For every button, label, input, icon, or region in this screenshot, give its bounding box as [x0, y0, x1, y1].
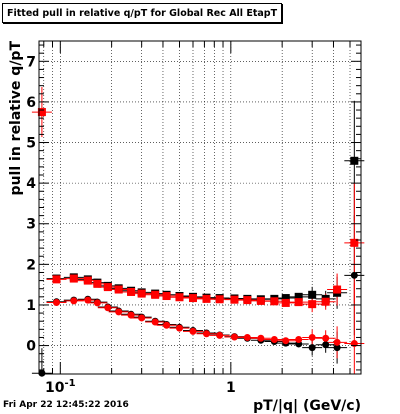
data-point-square [83, 276, 92, 285]
data-point-circle [115, 308, 123, 316]
data-point-circle [175, 324, 183, 332]
data-point-circle [104, 304, 112, 312]
y-axis-label: pull in relative q/pT [8, 41, 24, 196]
data-point-circle [257, 334, 265, 342]
data-point-square [294, 292, 303, 301]
y-tick-label: 1 [26, 298, 36, 314]
data-point-square [37, 108, 46, 117]
data-point-square [69, 274, 78, 283]
x-tick-label: 10-1 [45, 378, 76, 396]
data-point-circle [308, 333, 316, 341]
y-tick-label: 3 [26, 217, 36, 233]
data-point-circle [333, 344, 341, 352]
plot-frame [38, 40, 362, 375]
data-point-square [333, 285, 342, 294]
data-point-circle [333, 338, 341, 346]
y-tick-label: 4 [26, 176, 36, 192]
data-point-circle [202, 330, 210, 338]
data-point-square [188, 294, 197, 303]
data-point-circle [84, 296, 92, 304]
data-point-circle [189, 327, 197, 335]
timestamp-footer: Fri Apr 22 12:45:22 2016 [3, 400, 129, 410]
data-point-circle [70, 297, 78, 305]
data-point-square [281, 294, 290, 303]
data-point-circle [322, 334, 330, 342]
data-point-circle [282, 337, 290, 345]
x-tick-label: 1 [226, 380, 236, 396]
data-point-square [350, 238, 359, 247]
data-point-square [294, 298, 303, 307]
series-3 [53, 296, 358, 348]
chart-title: Fitted pull in relative q/pT for Global … [2, 3, 283, 23]
data-point-square [127, 287, 136, 296]
data-point-square [281, 298, 290, 307]
y-tick-label: 6 [26, 95, 36, 111]
data-point-square [175, 293, 184, 302]
y-tick-label: 2 [26, 257, 36, 273]
y-tick-label: 7 [26, 54, 36, 70]
data-point-circle [230, 333, 238, 341]
data-point-square [350, 156, 359, 165]
data-point-circle [163, 321, 171, 329]
data-point-circle [216, 331, 224, 339]
data-point-square [93, 279, 102, 288]
data-point-square [243, 296, 252, 305]
x-axis-label: pT/|q| (GeV/c) [253, 398, 361, 414]
data-point-square [114, 285, 123, 294]
data-point-circle [243, 333, 251, 341]
data-point-square [230, 295, 239, 304]
series-group [37, 108, 359, 377]
data-point-square [151, 290, 160, 299]
data-point-circle [127, 311, 135, 319]
series-2 [37, 108, 359, 309]
data-point-circle [53, 299, 61, 307]
data-point-square [103, 283, 112, 292]
data-point-square [162, 292, 171, 301]
data-point-circle [295, 335, 303, 343]
y-tick-label: 5 [26, 136, 36, 152]
data-point-circle [93, 299, 101, 307]
data-point-square [202, 294, 211, 303]
data-point-square [321, 297, 330, 306]
series-1 [38, 271, 358, 377]
error-bars [31, 87, 365, 374]
data-point-square [270, 297, 279, 306]
data-point-circle [308, 344, 316, 352]
grid [39, 41, 361, 374]
data-point-square [256, 296, 265, 305]
data-point-square [215, 295, 224, 304]
data-point-circle [270, 335, 278, 343]
data-point-square [52, 275, 61, 284]
data-point-square [308, 290, 317, 299]
data-point-square [308, 300, 317, 309]
y-tick-label: 0 [26, 339, 36, 355]
data-point-square [137, 289, 146, 298]
data-point-circle [350, 271, 358, 279]
data-point-circle [151, 318, 159, 326]
chart-title-text: Fitted pull in relative q/pT for Global … [7, 7, 278, 19]
data-point-circle [322, 341, 330, 349]
data-point-circle [138, 314, 146, 322]
axes: 0 1 2 3 4 5 6 7 10-1 1 [26, 41, 361, 396]
